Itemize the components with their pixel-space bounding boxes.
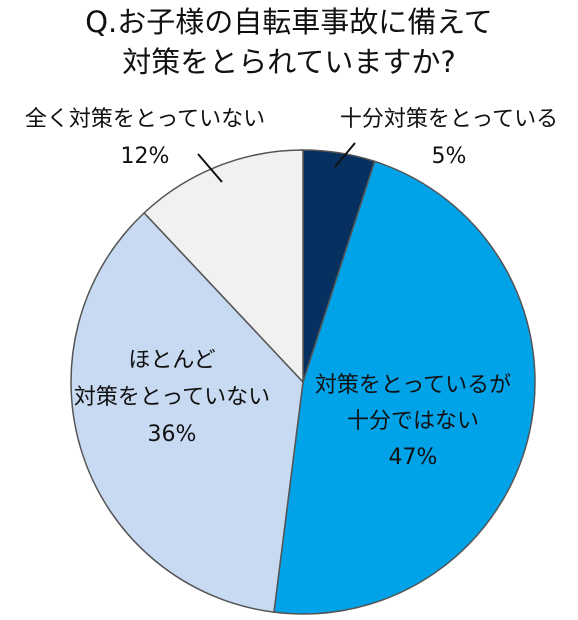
slice-label-not-at-all: 全く対策をとっていない 12% — [25, 107, 265, 169]
pie-slice-not-at-all — [143, 149, 304, 384]
leader-line-12pct — [197, 153, 223, 183]
slice-label-partially-line-1: 対策をとっているが — [315, 373, 511, 398]
pie-slice-partially — [273, 160, 536, 615]
slice-label-fully: 十分対策をとっている 5% — [340, 107, 558, 169]
chart-title-line-1: Q.お子様の自転車事故に備えて — [85, 5, 493, 39]
slice-label-not-at-all-text: 全く対策をとっていない — [25, 107, 265, 132]
slice-label-not-at-all-percent: 12% — [121, 144, 170, 169]
slice-label-fully-percent: 5% — [432, 144, 467, 169]
leader-lines — [197, 142, 356, 183]
slice-label-partially-percent: 47% — [389, 445, 438, 470]
slice-label-mostly-not-line-2: 対策をとっていない — [74, 385, 270, 410]
slice-label-partially-line-2: 十分ではない — [347, 409, 479, 434]
slice-label-partially: 対策をとっているが 十分ではない 47% — [315, 373, 511, 470]
slice-label-fully-text: 十分対策をとっている — [340, 107, 558, 132]
leader-line-5pct — [334, 142, 356, 168]
slice-label-mostly-not-percent: 36% — [148, 422, 197, 447]
pie-slice-mostly-not — [70, 211, 304, 614]
slice-label-mostly-not-line-1: ほとんど — [128, 348, 215, 373]
pie-slices — [70, 149, 536, 615]
chart-title: Q.お子様の自転車事故に備えて 対策をとられていますか? — [85, 5, 493, 79]
slice-label-mostly-not: ほとんど 対策をとっていない 36% — [74, 348, 270, 447]
chart-title-line-2: 対策をとられていますか? — [122, 45, 456, 79]
